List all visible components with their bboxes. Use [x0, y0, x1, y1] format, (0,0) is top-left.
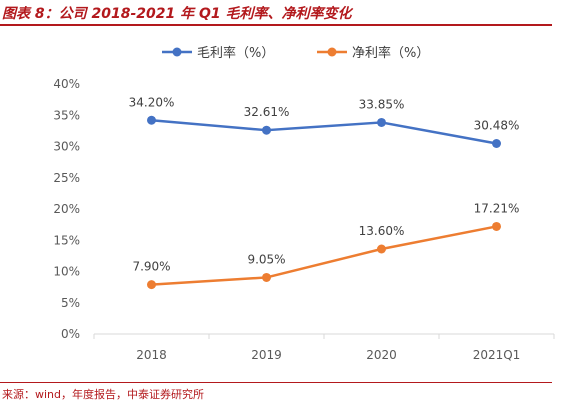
line-chart: 0% 5% 10% 15% 20% 25% 30% 35% 40% 2018 2019 2020 202…	[53, 45, 555, 362]
data-point	[377, 244, 386, 254]
y-tick-label: 30%	[53, 140, 80, 154]
data-label: 34.20%	[129, 95, 175, 109]
data-label: 33.85%	[359, 97, 405, 111]
figure-title: 图表 8：公司 2018-2021 年 Q1 毛利率、净利率变化	[2, 6, 352, 22]
x-tick-label: 2018	[136, 348, 167, 362]
source-note: 来源：wind，年度报告，中泰证券研究所	[2, 388, 205, 401]
x-tick-label: 2020	[366, 348, 397, 362]
data-label: 32.61%	[244, 105, 290, 119]
y-tick-label: 5%	[61, 296, 80, 310]
x-tick-label: 2021Q1	[473, 348, 521, 362]
y-tick-label: 10%	[53, 265, 80, 279]
data-point	[262, 125, 271, 135]
data-point	[377, 117, 386, 127]
data-point	[492, 139, 501, 148]
figure-header: 图表 8：公司 2018-2021 年 Q1 毛利率、净利率变化	[0, 0, 572, 26]
series-line	[151, 225, 497, 286]
data-label: 7.90%	[132, 260, 170, 274]
data-point	[262, 272, 271, 282]
y-tick-label: 15%	[53, 233, 80, 247]
legend-label: 净利率（%）	[352, 45, 429, 61]
data-label: 9.05%	[247, 252, 285, 266]
y-tick-label: 0%	[61, 327, 80, 341]
footer-divider	[0, 382, 552, 383]
y-tick-label: 40%	[53, 77, 80, 91]
data-point	[147, 280, 156, 290]
legend-marker	[172, 47, 182, 57]
legend-marker	[327, 47, 337, 57]
data-point	[147, 115, 156, 125]
y-tick-label: 20%	[53, 202, 80, 216]
legend-label: 毛利率（%）	[197, 45, 274, 61]
series-line	[151, 119, 497, 145]
data-label: 17.21%	[474, 201, 520, 215]
data-label: 13.60%	[359, 224, 405, 238]
data-label: 30.48%	[474, 119, 520, 133]
data-point	[492, 221, 501, 231]
header-divider	[0, 24, 552, 26]
y-tick-label: 35%	[53, 108, 80, 122]
x-tick-label: 2019	[251, 348, 282, 362]
y-tick-label: 25%	[53, 171, 80, 185]
